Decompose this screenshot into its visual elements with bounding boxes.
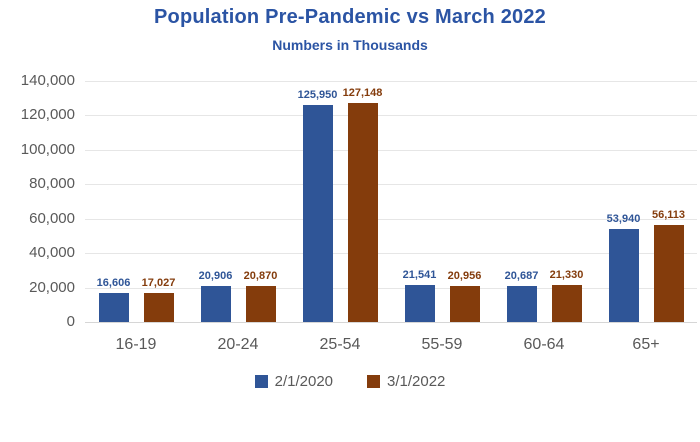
data-label: 127,148: [342, 87, 383, 99]
y-tick-label: 120,000: [20, 106, 75, 124]
data-label: 125,950: [297, 89, 338, 101]
data-label: 53,940: [606, 213, 641, 225]
data-label: 20,687: [504, 270, 539, 282]
y-tick-label: 140,000: [20, 72, 75, 89]
x-tick-label-60-64: 60-64: [523, 336, 565, 353]
bar-2-1-2020-25-54: [302, 105, 333, 322]
gridline-20000: [85, 287, 697, 289]
bar-3-1-2022-65+: [653, 225, 684, 322]
bar-3-1-2022-55-59: [449, 286, 480, 322]
data-label: 20,906: [198, 270, 233, 282]
bar-2-1-2020-16-19: [98, 293, 129, 322]
legend-swatch-icon: [367, 375, 380, 388]
legend-item-3-1-2022: 3/1/2022: [367, 373, 445, 390]
legend-item-2-1-2020: 2/1/2020: [254, 373, 333, 390]
data-label: 21,330: [549, 269, 584, 281]
gridline-60000: [85, 218, 697, 220]
gridline-100000: [85, 149, 697, 151]
legend: 2/1/2020 3/1/2022: [0, 373, 700, 390]
data-label: 56,113: [651, 209, 686, 221]
bar-2-1-2020-60-64: [506, 286, 537, 322]
legend-label: 3/1/2022: [387, 373, 446, 390]
y-tick-label: 20,000: [29, 278, 75, 296]
y-tick-label: 100,000: [20, 140, 75, 158]
bar-3-1-2022-20-24: [245, 286, 276, 322]
gridline-80000: [85, 184, 697, 186]
data-label: 17,027: [141, 277, 176, 289]
gridline-120000: [85, 115, 697, 117]
bar-2-1-2020-55-59: [404, 285, 435, 322]
bar-3-1-2022-16-19: [143, 293, 174, 322]
gridline-140000: [85, 81, 697, 82]
bar-3-1-2022-25-54: [347, 103, 378, 322]
y-tick-label: 40,000: [29, 244, 75, 262]
legend-label: 2/1/2020: [274, 373, 333, 390]
legend-swatch-icon: [254, 375, 268, 388]
bar-2-1-2020-20-24: [200, 286, 231, 322]
gridline-0: [85, 322, 697, 323]
x-tick-label-25-54: 25-54: [319, 336, 361, 353]
bar-2-1-2020-65+: [608, 229, 639, 322]
x-tick-label-55-59: 55-59: [421, 336, 463, 353]
data-label: 21,541: [402, 269, 437, 281]
x-tick-label-65+: 65+: [632, 336, 660, 353]
y-tick-label: 60,000: [29, 209, 75, 227]
y-tick-label: 0: [66, 313, 75, 330]
bar-3-1-2022-60-64: [551, 285, 582, 322]
gridline-40000: [85, 253, 697, 255]
y-tick-label: 80,000: [29, 175, 75, 193]
plot-area: 16,606 17,027 20,906 20,870 125,950 127,148 21…: [85, 81, 697, 323]
data-label: 16,606: [96, 277, 131, 289]
chart-subtitle: Numbers in Thousands: [272, 37, 428, 53]
x-tick-label-20-24: 20-24: [217, 336, 259, 353]
data-label: 20,870: [243, 270, 278, 282]
data-label: 20,956: [447, 270, 482, 282]
chart-title: Population Pre-Pandemic vs March 2022: [154, 6, 546, 28]
x-tick-label-16-19: 16-19: [115, 336, 157, 353]
